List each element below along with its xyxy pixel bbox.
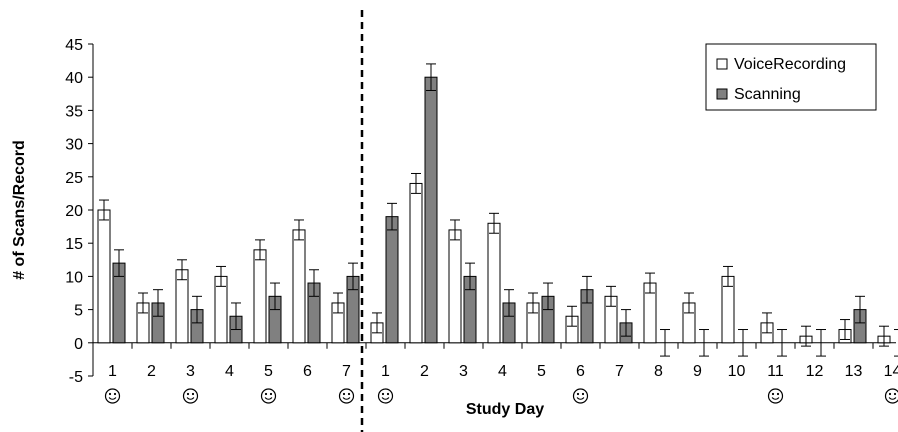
smiley-mouth-icon (381, 397, 390, 400)
y-tick-label: 25 (65, 170, 83, 187)
x-tick-label: 9 (693, 363, 702, 380)
smiley-eye-icon (386, 392, 390, 396)
smiley-eye-icon (113, 392, 117, 396)
x-tick-label: 10 (728, 363, 746, 380)
smiley-eye-icon (347, 392, 351, 396)
y-tick-label: 5 (74, 303, 83, 320)
smiley-eye-icon (381, 392, 385, 396)
bar-voicerecording (253, 249, 267, 344)
smiley-eye-icon (269, 392, 273, 396)
smiley-mouth-icon (108, 397, 117, 400)
smiley-icon (767, 388, 784, 404)
bar-voicerecording (448, 229, 462, 344)
bar-voicerecording (292, 229, 306, 344)
smiley-icon (104, 388, 121, 404)
smiley-eye-icon (771, 392, 775, 396)
smiley-mouth-icon (186, 397, 195, 400)
x-tick-label: 3 (186, 363, 195, 380)
bar-scanning (385, 216, 399, 344)
bar-voicerecording (487, 222, 501, 344)
smiley-icon (260, 388, 277, 404)
y-tick-label: 35 (65, 103, 83, 120)
legend-box (705, 43, 877, 111)
legend-swatch-scanning (716, 88, 728, 100)
smiley-mouth-icon (576, 397, 585, 400)
smiley-icon (338, 388, 355, 404)
y-tick-label: 15 (65, 236, 83, 253)
x-tick-label: 14 (884, 363, 898, 380)
x-tick-label: 2 (147, 363, 156, 380)
y-tick-label: 40 (65, 70, 83, 87)
x-tick-label: 3 (459, 363, 468, 380)
smiley-eye-icon (264, 392, 268, 396)
smiley-icon (182, 388, 199, 404)
smiley-eye-icon (576, 392, 580, 396)
smiley-icon (572, 388, 589, 404)
bar-voicerecording (409, 182, 423, 344)
smiley-eye-icon (186, 392, 190, 396)
y-tick-label: 20 (65, 203, 83, 220)
smiley-eye-icon (888, 392, 892, 396)
x-tick-label: 5 (537, 363, 546, 380)
bar-voicerecording (97, 209, 111, 344)
x-tick-label: 1 (381, 363, 390, 380)
y-tick-label: 0 (74, 336, 83, 353)
smiley-mouth-icon (264, 397, 273, 400)
smiley-mouth-icon (771, 397, 780, 400)
bar-scanning (424, 76, 438, 344)
x-tick-label: 1 (108, 363, 117, 380)
smiley-eye-icon (191, 392, 195, 396)
y-axis-title: # of Scans/Record (11, 140, 28, 280)
y-tick-label: -5 (69, 369, 83, 386)
x-tick-label: 11 (767, 363, 784, 380)
x-tick-label: 13 (845, 363, 863, 380)
x-tick-label: 7 (342, 363, 351, 380)
smiley-eye-icon (581, 392, 585, 396)
smiley-eye-icon (342, 392, 346, 396)
legend-label-voicerecording: VoiceRecording (734, 56, 846, 73)
x-tick-label: 6 (303, 363, 312, 380)
smiley-eye-icon (108, 392, 112, 396)
y-tick-label: 30 (65, 137, 83, 154)
smiley-mouth-icon (342, 397, 351, 400)
x-tick-label: 12 (806, 363, 824, 380)
x-tick-label: 8 (654, 363, 663, 380)
x-tick-label: 4 (498, 363, 507, 380)
y-tick-label: 10 (65, 269, 83, 286)
x-tick-label: 4 (225, 363, 234, 380)
x-tick-label: 7 (615, 363, 624, 380)
y-tick-label: 45 (65, 37, 83, 54)
smiley-icon (377, 388, 394, 404)
smiley-icon (884, 388, 898, 404)
x-tick-label: 6 (576, 363, 585, 380)
legend-label-scanning: Scanning (734, 86, 801, 103)
x-tick-label: 2 (420, 363, 429, 380)
legend-swatch-voicerecording (716, 58, 728, 70)
smiley-eye-icon (893, 392, 897, 396)
smiley-eye-icon (776, 392, 780, 396)
bar-voicerecording (175, 269, 189, 344)
x-tick-label: 5 (264, 363, 273, 380)
x-axis-title: Study Day (466, 401, 544, 418)
smiley-mouth-icon (888, 397, 897, 400)
